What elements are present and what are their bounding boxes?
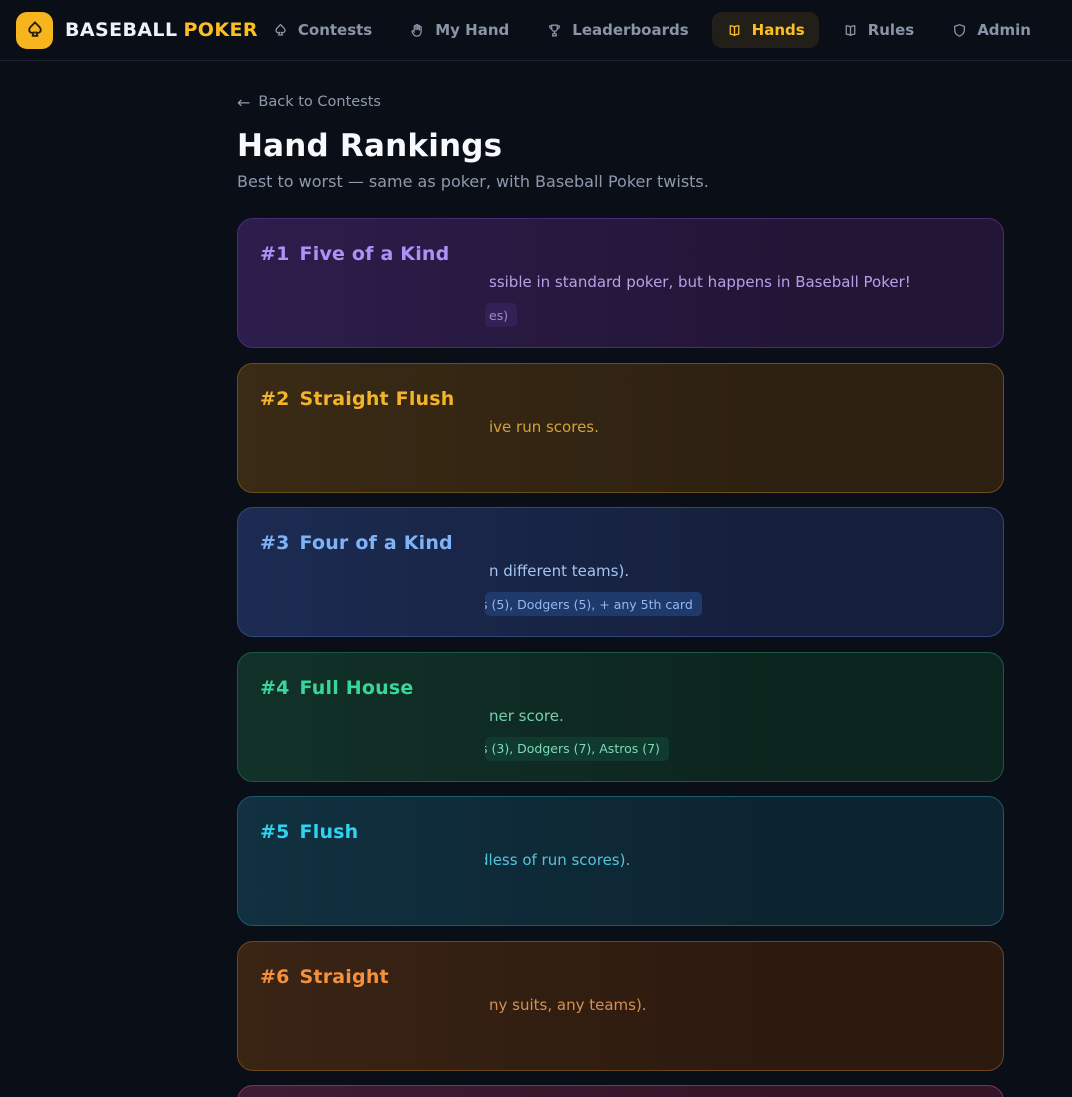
nav-item-admin[interactable]: Admin: [937, 12, 1045, 48]
hand-description: ive run scores.: [489, 417, 599, 436]
spade-icon: [272, 22, 289, 39]
trophy-icon: [546, 22, 563, 39]
card-heading: #1 Five of a Kind: [260, 243, 449, 265]
rank-number: #5: [260, 821, 290, 843]
back-arrow-icon: ←: [237, 93, 251, 112]
rank-number: #1: [260, 243, 290, 265]
hand-name: Flush: [299, 821, 359, 843]
rank-number: #3: [260, 532, 290, 554]
card-body: ssible in standard poker, but happens in…: [485, 219, 991, 347]
card-body: ner score. s (3), Dodgers (7), Astros (7…: [485, 653, 991, 781]
nav-item-label: Rules: [867, 21, 915, 39]
page-title: Hand Rankings: [237, 128, 503, 164]
nav-item-label: Hands: [751, 21, 805, 39]
hand-description: ny suits, any teams).: [489, 995, 647, 1014]
card-heading: #2 Straight Flush: [260, 388, 455, 410]
nav-item-rules[interactable]: Rules: [828, 12, 928, 48]
card-heading: #6 Straight: [260, 966, 389, 988]
hand-card-straight-flush: #2 Straight Flush ive run scores.: [237, 362, 1004, 493]
nav-item-label: My Hand: [435, 21, 510, 39]
hand-name: Straight Flush: [299, 387, 455, 410]
card-heading: #3 Four of a Kind: [260, 532, 453, 554]
hand-card-partial: [237, 1085, 1004, 1097]
example-badge: es): [485, 303, 518, 327]
rank-number: #2: [260, 387, 290, 410]
back-link-label: Back to Contests: [258, 94, 381, 110]
main-content: ← Back to Contests Hand Rankings Best to…: [237, 61, 1004, 1097]
brand-title: BASEBALL POKER: [65, 19, 258, 41]
nav-item-my-hand[interactable]: My Hand: [395, 12, 523, 48]
book-icon: [842, 22, 859, 39]
spade-icon: [24, 19, 46, 41]
hand-rankings-list: #1 Five of a Kind ssible in standard pok…: [237, 218, 1004, 1097]
brand-secondary: POKER: [183, 19, 258, 41]
nav-item-label: Contests: [297, 21, 373, 39]
hand-description: ner score.: [489, 706, 564, 725]
book-icon: [726, 22, 743, 39]
nav-item-contests[interactable]: Contests: [258, 12, 386, 48]
hand-name: Four of a Kind: [299, 532, 453, 554]
card-heading: #4 Full House: [260, 677, 413, 699]
card-body: n different teams). s (5), Dodgers (5), …: [485, 508, 991, 636]
hand-description: ssible in standard poker, but happens in…: [489, 273, 911, 291]
hand-description: n different teams).: [489, 562, 630, 580]
hand-card-four-of-a-kind: #3 Four of a Kind n different teams). s …: [237, 507, 1004, 637]
card-body: ny suits, any teams).: [485, 942, 991, 1070]
hand-name: Straight: [299, 965, 389, 988]
nav-item-leaderboards[interactable]: Leaderboards: [532, 12, 702, 48]
hand-description: dless of run scores).: [485, 851, 631, 869]
page-subtitle: Best to worst — same as poker, with Base…: [237, 172, 709, 191]
nav-item-label: Admin: [977, 21, 1031, 39]
app-logo[interactable]: [16, 11, 53, 49]
main-nav: Contests My Hand: [258, 12, 1045, 48]
shield-icon: [951, 22, 968, 39]
hand-card-straight: #6 Straight ny suits, any teams).: [237, 940, 1004, 1071]
hand-card-five-of-a-kind: #1 Five of a Kind ssible in standard pok…: [237, 218, 1004, 348]
card-body: dless of run scores).: [485, 797, 991, 925]
back-to-contests-link[interactable]: ← Back to Contests: [237, 94, 381, 111]
hand-icon: [409, 22, 426, 39]
nav-item-label: Leaderboards: [572, 21, 689, 39]
top-nav-bar: BASEBALL POKER Contests My Hand: [0, 0, 1072, 61]
card-heading: #5 Flush: [260, 821, 358, 843]
example-badge: s (3), Dodgers (7), Astros (7): [485, 736, 669, 761]
rank-number: #6: [260, 965, 290, 988]
hand-card-flush: #5 Flush dless of run scores).: [237, 796, 1004, 926]
hand-name: Full House: [299, 676, 414, 699]
brand-primary: BASEBALL: [65, 19, 178, 41]
rank-number: #4: [260, 676, 290, 699]
hand-card-full-house: #4 Full House ner score. s (3), Dodgers …: [237, 651, 1004, 782]
nav-item-hands[interactable]: Hands: [711, 12, 819, 48]
hand-name: Five of a Kind: [299, 243, 450, 265]
card-body: ive run scores.: [485, 364, 991, 492]
example-badge: s (5), Dodgers (5), + any 5th card: [485, 592, 702, 616]
